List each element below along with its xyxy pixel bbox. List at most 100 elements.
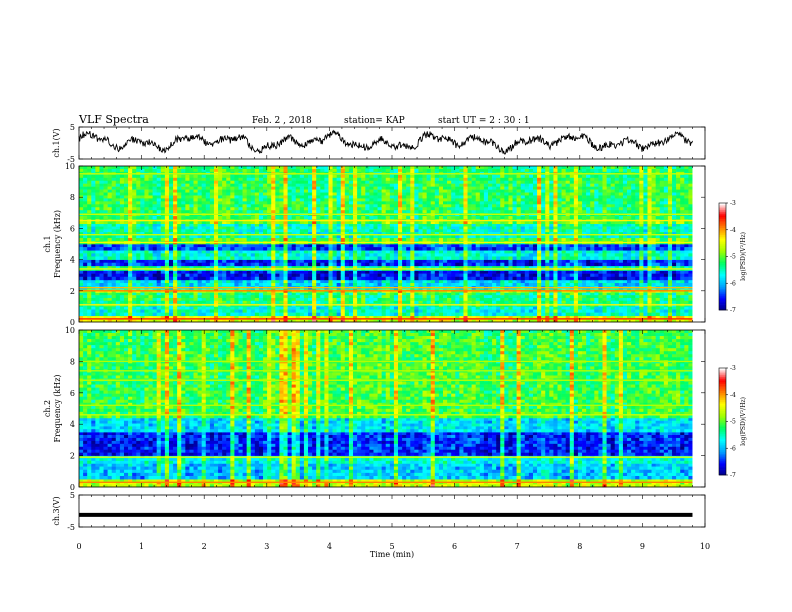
ch1-spec-cell (357, 229, 362, 233)
ch1-spec-cell (283, 312, 288, 317)
ch1-spec-cell (667, 295, 673, 299)
ch1-spec-cell (234, 292, 239, 296)
ch1-spec-cell (87, 312, 92, 317)
ch1-spec-cell (385, 256, 391, 260)
ch1-spec-cell (287, 273, 292, 278)
ch1-spec-cell (107, 223, 113, 227)
ch1-spec-cell (197, 259, 202, 264)
ch1-spec-cell (627, 237, 632, 242)
ch1-spec-cell (398, 223, 403, 227)
ch1-spec-cell (87, 265, 92, 269)
ch1-spec-cell (410, 276, 415, 281)
ch1-spec-cell (541, 290, 546, 293)
ch1-spec-cell (213, 232, 219, 236)
ch1-spec-cell (381, 290, 387, 293)
ch1-spec-cell (475, 237, 481, 242)
ch1-spec-cell (389, 229, 395, 233)
ch1-spec-cell (205, 270, 211, 274)
ch1-spec-cell (189, 262, 194, 267)
ch1-spec-cell (115, 247, 121, 251)
ch1-spec-cell (156, 253, 162, 257)
ch1-spec-cell (504, 315, 509, 320)
ch1-spec-cell (618, 300, 624, 304)
ch1-spec-cell (87, 309, 92, 313)
ch1-spec-cell (218, 244, 223, 248)
ch1-spec-cell (492, 234, 497, 239)
ch1-spec-cell (103, 273, 108, 278)
ch1-spec-cell (590, 253, 595, 257)
ch1-spec-cell (557, 297, 562, 302)
ch1-spec-cell (173, 276, 178, 281)
ch1-spec-cell (291, 312, 297, 317)
ch1-spec-cell (443, 276, 448, 281)
ch1-spec-cell (565, 270, 571, 274)
ch1-spec-cell (324, 232, 329, 236)
ch1-spec-cell (95, 279, 100, 284)
ch1-spec-cell (312, 290, 317, 293)
ch1-spec-cell (316, 237, 321, 242)
ch1-spec-cell (504, 226, 509, 230)
ch1-spec-cell (663, 290, 669, 293)
ch1-spec-cell (361, 244, 366, 248)
ch1-spec-cell (79, 232, 84, 236)
ch1-spec-cell (659, 283, 665, 287)
ch1-spec-cell (377, 247, 382, 251)
ch1-spec-cell (532, 237, 538, 242)
ch1-spec-cell (79, 223, 84, 227)
ch1-spec-cell (565, 315, 571, 320)
ch1-spec-cell (111, 292, 117, 296)
ch1-spec-cell (197, 247, 202, 251)
ch1-spec-cell (103, 295, 108, 299)
ch1-spec-cell (569, 283, 575, 287)
ch1-spec-cell (418, 318, 423, 323)
ch1-spec-cell (238, 226, 243, 230)
ch1-spec-cell (418, 290, 423, 293)
ch1-spec-cell (443, 229, 448, 233)
ch1-spec-cell (586, 250, 591, 254)
ch1-spec-cell (152, 270, 158, 274)
ch1-spec-cell (688, 315, 693, 320)
ch1-spec-cell (598, 318, 603, 323)
ch1-spec-cell (577, 273, 583, 278)
ch1-spec-cell (279, 318, 284, 323)
ch1-spec-cell (492, 276, 497, 281)
ch1-spec-cell (218, 250, 223, 254)
ch1-spec-cell (582, 309, 587, 313)
ch1-spec-cell (663, 273, 669, 278)
ch1-spec-cell (201, 309, 207, 313)
ch1-spec-cell (561, 295, 566, 299)
ch1-spec-cell (618, 247, 624, 251)
ch1-spec-cell (279, 250, 284, 254)
ch1-spec-cell (197, 250, 202, 254)
ch1-spec-cell (205, 273, 211, 278)
ch1-spec-cell (258, 270, 264, 274)
ch1-spec-cell (209, 223, 215, 227)
ch1-spec-cell (606, 318, 611, 323)
ch1-spec-cell (344, 244, 350, 248)
ch1-spec-cell (672, 290, 677, 293)
ch1-spec-cell (561, 300, 566, 304)
ch1-spec-cell (193, 259, 198, 264)
ch1-spec-cell (299, 234, 305, 239)
ch1-spec-cell (496, 265, 501, 269)
ch1-spec-cell (492, 244, 497, 248)
ch1-spec-cell (136, 276, 141, 281)
ch1-spec-cell (222, 226, 227, 230)
ch1-spec-cell (651, 265, 656, 269)
ch1-spec-cell (344, 237, 350, 242)
ch1-spec-cell (635, 244, 640, 248)
ch1-spec-cell (434, 265, 440, 269)
ch1-spec-cell (234, 270, 239, 274)
ch1-spec-cell (283, 306, 288, 310)
ch1-spec-cell (95, 223, 100, 227)
ch1-spec-cell (639, 244, 644, 248)
ch1-spec-cell (111, 244, 117, 248)
ch1-spec-cell (508, 297, 513, 302)
ch1-spec-cell (516, 306, 522, 310)
ch1-spec-cell (422, 309, 427, 313)
ch1-spec-cell (160, 309, 166, 313)
ch1-spec-cell (647, 253, 652, 257)
ch1-spec-cell (594, 247, 599, 251)
ch1-spec-cell (365, 256, 370, 260)
ch1-spec-cell (672, 256, 677, 260)
